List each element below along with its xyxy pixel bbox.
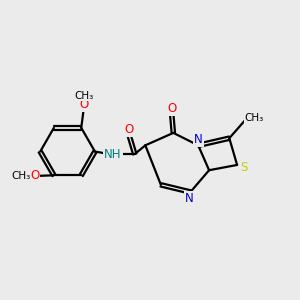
Text: NH: NH: [104, 148, 122, 160]
Text: CH₃: CH₃: [74, 91, 93, 100]
Text: O: O: [79, 98, 88, 111]
Text: S: S: [240, 161, 247, 174]
Text: O: O: [124, 123, 133, 136]
Text: O: O: [167, 102, 176, 116]
Text: O: O: [30, 169, 39, 182]
Text: CH₃: CH₃: [244, 113, 264, 123]
Text: CH₃: CH₃: [11, 171, 30, 181]
Text: N: N: [194, 133, 203, 146]
Text: N: N: [184, 192, 193, 205]
